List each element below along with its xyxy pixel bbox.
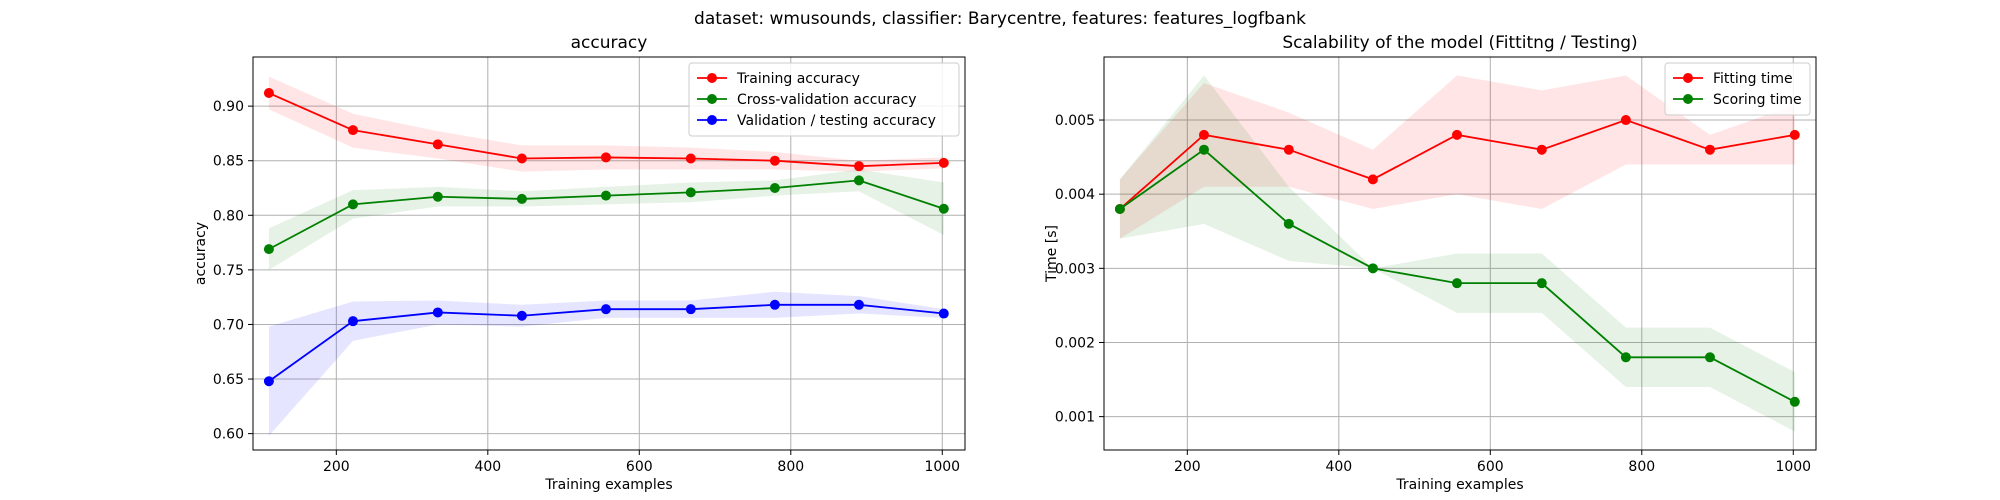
y-tick-label: 0.70 (213, 317, 244, 333)
legend-box (688, 62, 960, 137)
x-tick-label: 200 (1174, 459, 1201, 475)
x-tick-label: 200 (323, 459, 350, 475)
chart-panel-2: 200 400 600 800 1000 0.001 0.002 0.003 0.004 0.00… (1044, 33, 1817, 493)
data-point (347, 125, 358, 136)
data-point (600, 152, 611, 163)
data-point (263, 88, 274, 99)
data-point (600, 304, 611, 315)
legend-swatch-marker (1683, 73, 1693, 83)
x-tick-label: 1000 (924, 459, 960, 475)
y-tick-label: 0.65 (213, 372, 244, 388)
data-point (1198, 144, 1209, 155)
data-point (1789, 129, 1800, 140)
y-tick-label: 0.003 (1055, 261, 1095, 277)
data-point (853, 161, 864, 172)
legend-swatch-marker (707, 73, 717, 83)
data-point (347, 316, 358, 327)
data-point (432, 307, 443, 318)
data-point (263, 244, 274, 255)
x-tick-label: 600 (626, 459, 653, 475)
chart-panel-1: 200 400 600 800 1000 0.60 0.65 0.70 0.75 0.80 0.85… (193, 33, 966, 493)
y-tick-label: 0.001 (1055, 410, 1095, 426)
axes-frame (252, 56, 966, 451)
legend-label: Training accuracy (736, 71, 860, 87)
data-point (516, 193, 527, 204)
axes-frame (1103, 56, 1817, 451)
data-point (1536, 144, 1547, 155)
data-point (769, 183, 780, 193)
data-point (1620, 115, 1631, 126)
y-tick-label: 0.80 (213, 208, 244, 224)
data-point (432, 191, 443, 202)
axes-title: Scalability of the model (Fittitng / Tes… (1282, 33, 1637, 53)
x-tick-label: 400 (1325, 459, 1352, 475)
data-point (1198, 129, 1209, 140)
data-point (938, 203, 949, 214)
x-tick-label: 800 (1628, 459, 1655, 475)
data-point (685, 304, 696, 315)
data-point (1704, 144, 1715, 155)
y-tick-label: 0.60 (213, 427, 244, 443)
legend-label: Fitting time (1713, 71, 1793, 87)
y-axis-label: accuracy (193, 222, 209, 285)
data-point (1283, 144, 1294, 155)
legend-swatch-marker (1683, 94, 1693, 104)
y-tick-label: 0.002 (1055, 335, 1095, 351)
x-tick-label: 600 (1477, 459, 1504, 475)
y-tick-label: 0.75 (213, 263, 244, 279)
x-axis-label: Training examples (1395, 477, 1523, 493)
axes-title: accuracy (571, 33, 648, 53)
y-tick-label: 0.85 (213, 154, 244, 170)
y-tick-label: 0.005 (1055, 113, 1095, 129)
data-point (938, 157, 949, 168)
data-point (1114, 204, 1125, 215)
data-point (1367, 174, 1378, 185)
y-tick-label: 0.90 (213, 99, 244, 115)
data-point (769, 299, 780, 310)
x-tick-label: 400 (474, 459, 501, 475)
legend-label: Validation / testing accuracy (737, 113, 936, 129)
data-point (685, 153, 696, 164)
y-axis-label: Time [s] (1044, 225, 1060, 283)
legend-box (1664, 62, 1811, 116)
data-point (516, 153, 527, 164)
y-tick-label: 0.004 (1055, 187, 1095, 203)
data-point (938, 308, 949, 319)
data-point (1536, 278, 1547, 289)
legend: Training accuracy Cross-validation accura… (688, 62, 960, 137)
data-point (600, 190, 611, 201)
data-point (1451, 278, 1462, 289)
series-band (1119, 75, 1795, 432)
data-point (1789, 396, 1800, 407)
x-axis-label: Training examples (544, 477, 672, 493)
legend-swatch-marker (707, 115, 717, 125)
series-band (268, 169, 944, 270)
data-point (853, 299, 864, 310)
legend-label: Cross-validation accuracy (737, 92, 917, 108)
data-point (347, 199, 358, 210)
data-point (685, 187, 696, 198)
x-tick-label: 1000 (1775, 459, 1811, 475)
data-point (516, 310, 527, 321)
legend-swatch-marker (707, 94, 717, 104)
x-tick-label: 800 (777, 459, 804, 475)
data-point (1620, 352, 1631, 363)
data-point (432, 139, 443, 150)
data-point (1367, 263, 1378, 274)
legend: Fitting time Scoring time (1664, 62, 1811, 116)
data-point (853, 175, 864, 186)
data-point (1704, 352, 1715, 363)
data-point (769, 155, 780, 166)
data-point (263, 376, 274, 387)
figure-suptitle: dataset: wmusounds, classifier: Barycent… (694, 9, 1306, 29)
data-point (1283, 218, 1294, 229)
data-point (1451, 129, 1462, 140)
legend-label: Scoring time (1713, 92, 1802, 108)
